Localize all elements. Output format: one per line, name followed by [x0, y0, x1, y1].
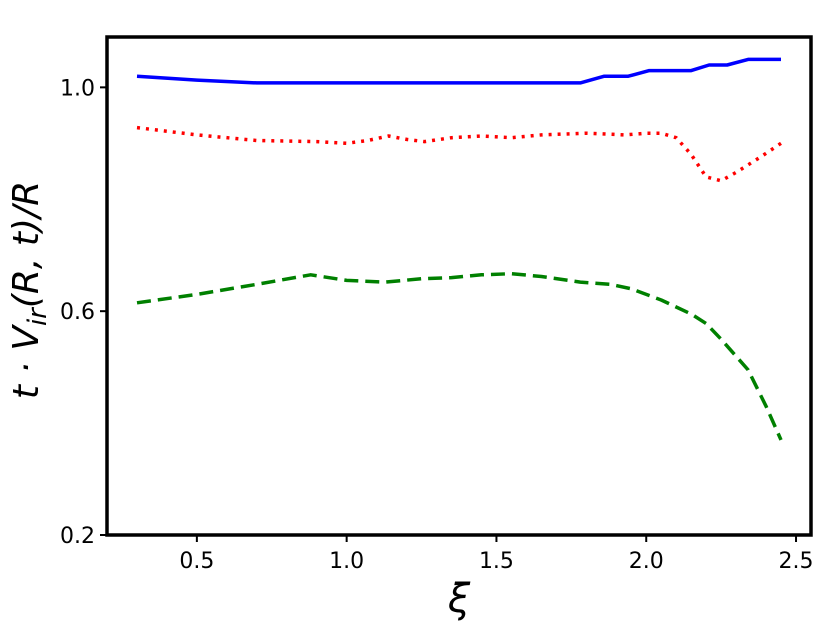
x-axis-label: ξ — [447, 576, 471, 622]
y-axis-label-main: t · V — [6, 324, 47, 399]
y-tick-label: 0.2 — [60, 524, 95, 549]
y-tick-label: 1.0 — [60, 76, 95, 101]
x-tick-label: 0.5 — [179, 549, 214, 574]
series-line-1 — [136, 57, 781, 85]
y-axis-label: t · Vir(R, t)/R — [6, 181, 53, 399]
x-tick-label: 2.5 — [779, 549, 814, 574]
series-line-2 — [136, 125, 782, 183]
y-tick-label: 0.6 — [60, 300, 95, 325]
y-axis-label-subscript: ir — [23, 306, 53, 326]
x-tick-label: 2.0 — [629, 549, 664, 574]
series-layer — [136, 57, 783, 441]
plot-frame — [105, 35, 813, 537]
x-tick-label: 1.5 — [479, 549, 514, 574]
y-axis-label-rest: (R, t)/R — [6, 181, 47, 308]
x-tick-label: 1.0 — [329, 549, 364, 574]
series-line-3 — [136, 271, 783, 441]
ticks-layer: 0.5 1.0 1.5 2.0 2.5 0.2 0.6 1.0 — [60, 76, 814, 574]
